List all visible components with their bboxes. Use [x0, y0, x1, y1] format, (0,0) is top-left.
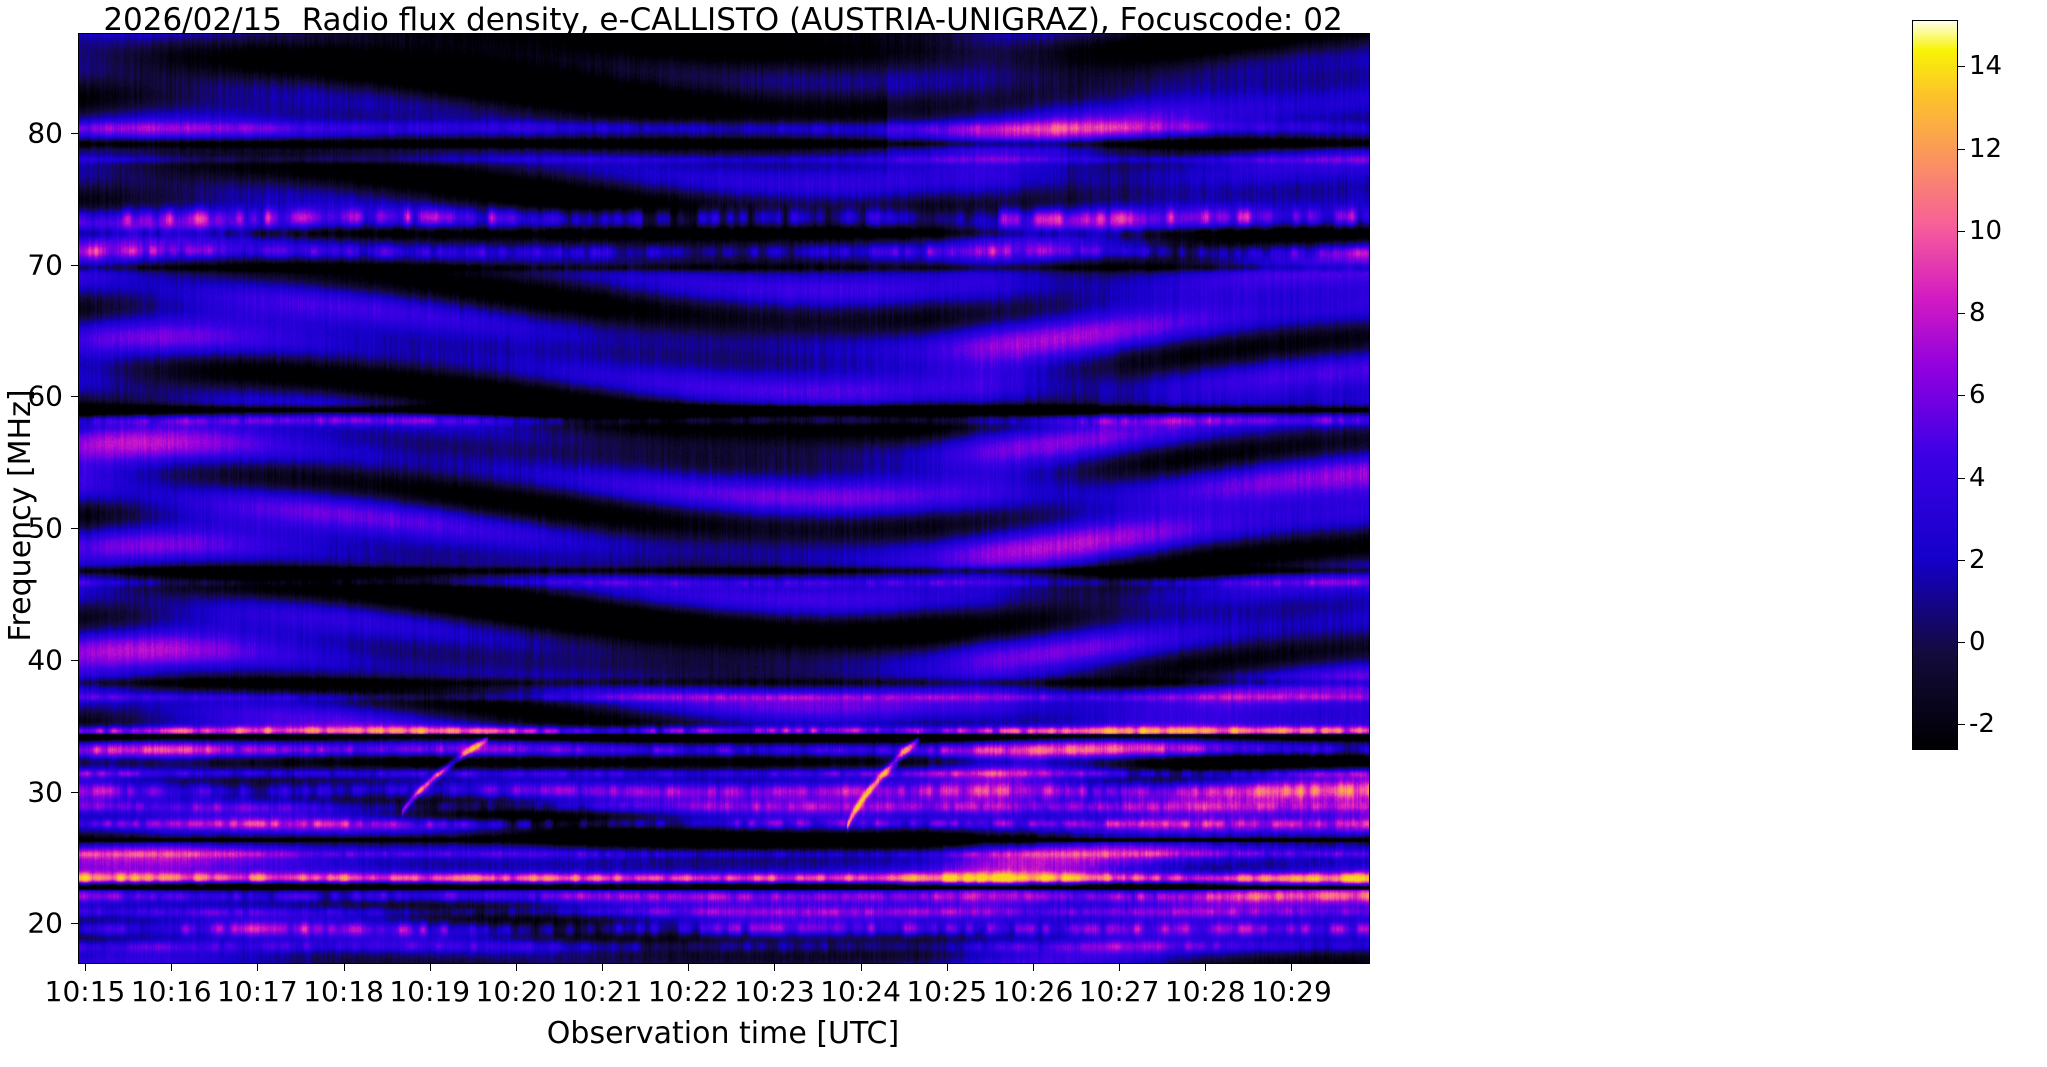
colorbar-tick-label: 8 — [1969, 298, 1986, 329]
x-tick-mark — [1032, 964, 1034, 971]
colorbar-tick-label: 14 — [1969, 51, 2003, 82]
colorbar-tick-mark — [1958, 230, 1965, 232]
x-tick-mark — [1291, 964, 1293, 971]
y-tick-mark — [71, 659, 78, 661]
x-tick-label: 10:16 — [130, 975, 212, 1008]
y-tick-label: 20 — [27, 906, 63, 940]
x-tick-label: 10:17 — [217, 975, 298, 1008]
y-axis-label: Frequency [MHz] — [3, 389, 38, 642]
x-tick-mark — [774, 964, 776, 971]
colorbar-axes[interactable] — [1912, 20, 1958, 750]
x-tick-label: 10:20 — [475, 975, 557, 1008]
y-tick-label: 30 — [27, 775, 63, 809]
spectrogram-axes[interactable] — [78, 33, 1370, 964]
x-tick-mark — [85, 964, 87, 971]
x-axis-label: Observation time [UTC] — [546, 1016, 900, 1051]
x-tick-mark — [1205, 964, 1207, 971]
colorbar-tick-mark — [1958, 66, 1965, 68]
y-tick-mark — [71, 791, 78, 793]
colorbar-gradient — [1913, 21, 1957, 749]
x-tick-label: 10:19 — [389, 975, 471, 1008]
x-tick-label: 10:23 — [734, 975, 815, 1008]
y-tick-label: 70 — [27, 248, 63, 282]
y-tick-label: 40 — [27, 643, 63, 677]
x-tick-label: 10:28 — [1164, 975, 1246, 1008]
colorbar-tick-label: -2 — [1969, 709, 1995, 740]
colorbar-tick-label: 10 — [1969, 215, 2003, 246]
y-tick-label: 60 — [27, 379, 63, 413]
x-tick-label: 10:21 — [561, 975, 643, 1008]
colorbar-tick-mark — [1958, 724, 1965, 726]
x-tick-label: 10:29 — [1251, 975, 1332, 1008]
x-tick-label: 10:25 — [906, 975, 988, 1008]
y-tick-mark — [71, 264, 78, 266]
colorbar-tick-mark — [1958, 477, 1965, 479]
x-tick-label: 10:26 — [992, 975, 1074, 1008]
chart-title: 2026/02/15 Radio flux density, e-CALLIST… — [103, 2, 1343, 38]
colorbar-tick-label: 2 — [1969, 544, 1986, 575]
colorbar-tick-mark — [1958, 642, 1965, 644]
x-tick-mark — [860, 964, 862, 971]
spectrogram-image — [79, 34, 1369, 963]
x-tick-mark — [515, 964, 517, 971]
colorbar-tick-label: 6 — [1969, 380, 1986, 411]
y-tick-label: 80 — [27, 116, 63, 150]
x-tick-mark — [946, 964, 948, 971]
y-tick-mark — [71, 528, 78, 530]
x-tick-mark — [688, 964, 690, 971]
x-tick-mark — [171, 964, 173, 971]
x-tick-mark — [602, 964, 604, 971]
y-tick-mark — [71, 396, 78, 398]
colorbar-tick-label: 0 — [1969, 627, 1986, 658]
x-tick-mark — [1119, 964, 1121, 971]
colorbar-tick-mark — [1958, 395, 1965, 397]
x-tick-label: 10:22 — [647, 975, 729, 1008]
x-tick-label: 10:15 — [44, 975, 126, 1008]
colorbar-tick-mark — [1958, 313, 1965, 315]
y-tick-mark — [71, 923, 78, 925]
x-tick-mark — [257, 964, 259, 971]
x-tick-mark — [429, 964, 431, 971]
y-tick-mark — [71, 132, 78, 134]
colorbar-tick-label: 4 — [1969, 462, 1986, 493]
colorbar-tick-mark — [1958, 559, 1965, 561]
colorbar-tick-mark — [1958, 148, 1965, 150]
x-tick-label: 10:24 — [820, 975, 901, 1008]
x-tick-label: 10:27 — [1078, 975, 1160, 1008]
x-tick-mark — [343, 964, 345, 971]
colorbar-tick-label: 12 — [1969, 133, 2003, 164]
y-tick-label: 50 — [27, 511, 63, 545]
x-tick-label: 10:18 — [303, 975, 384, 1008]
